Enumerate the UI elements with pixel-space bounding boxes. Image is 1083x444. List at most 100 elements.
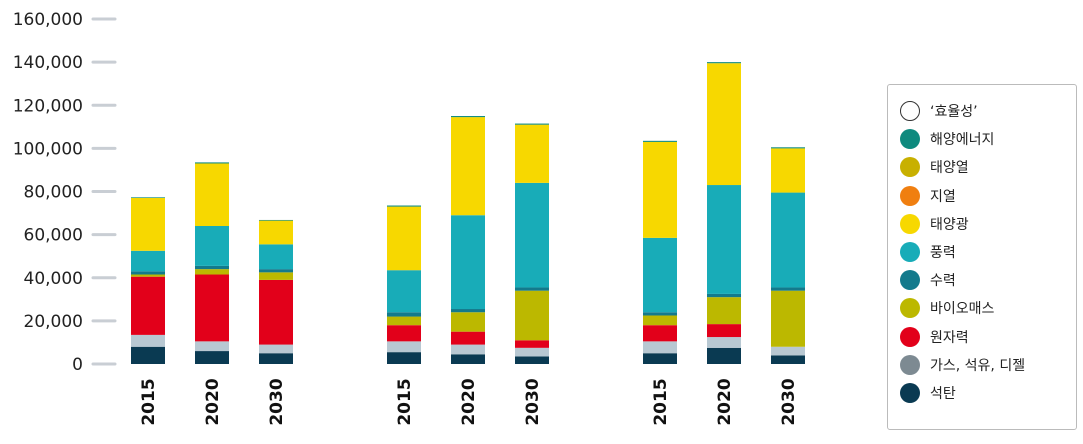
x-category-label: 2030	[779, 378, 799, 425]
legend-label: 풍력	[930, 245, 956, 262]
legend-item-wind: 풍력	[900, 238, 1076, 266]
bar-segment	[515, 287, 549, 291]
bar-segment	[131, 250, 165, 272]
bar-segment	[131, 276, 165, 335]
bar-segment	[515, 340, 549, 348]
bar-segment	[387, 341, 421, 353]
legend-swatch-hydro	[900, 270, 920, 291]
bar-segment	[195, 265, 229, 270]
bar-segment	[195, 163, 229, 226]
legend-swatch-biomass	[900, 298, 920, 319]
x-category-label: 2030	[523, 378, 543, 425]
legend-item-coal: 석탄	[900, 379, 1076, 407]
bar-segment	[195, 351, 229, 364]
legend-label: 바이오매스	[930, 301, 995, 318]
bar-segment	[707, 62, 741, 64]
bar-segment	[195, 269, 229, 275]
bar-segment	[643, 237, 677, 313]
bar-segment	[515, 356, 549, 364]
stacked-bar-chart: 0 20,000 40,000 60,000 80,000 100,000 120,000 1…	[13, 10, 805, 426]
bar-segment	[451, 312, 485, 332]
bar-segment	[515, 347, 549, 357]
legend-item-geothermal: 지열	[900, 182, 1076, 210]
legend-label: ‘효율성’	[930, 104, 978, 121]
legend-swatch-efficiency	[900, 101, 920, 122]
legend-swatch-solar-thermal	[900, 157, 920, 178]
bar-segment	[259, 220, 293, 245]
bar-segment	[451, 344, 485, 355]
bar-segment	[451, 331, 485, 345]
legend-item-nuclear: 원자력	[900, 323, 1076, 351]
bar-segment	[515, 182, 549, 288]
bar-segment	[515, 124, 549, 183]
legend-swatch-gas-oil-diesel	[900, 354, 920, 375]
legend-swatch-nuclear	[900, 326, 920, 347]
bar-segment	[195, 226, 229, 266]
bar-segment	[259, 344, 293, 354]
bar-segment	[643, 341, 677, 354]
legend-item-biomass: 바이오매스	[900, 294, 1076, 322]
bar-segment	[771, 192, 805, 288]
legend-label: 태양열	[930, 160, 969, 177]
bar-segment	[515, 123, 549, 125]
bar-segment	[259, 219, 293, 221]
legend-label: 지열	[930, 188, 956, 205]
y-tick-label: 140,000	[13, 53, 83, 73]
legend-label: 원자력	[930, 329, 969, 346]
y-tick-label: 40,000	[24, 269, 83, 289]
bar-segment	[195, 274, 229, 342]
bar-segment	[195, 162, 229, 164]
bar-segment	[387, 325, 421, 342]
bar-segment	[131, 197, 165, 251]
bar-segment	[643, 141, 677, 238]
y-tick-label: 100,000	[13, 139, 83, 159]
bar-segment	[451, 215, 485, 310]
y-tick-label: 120,000	[13, 96, 83, 116]
bar-segment	[643, 140, 677, 142]
bar-segment	[387, 316, 421, 326]
y-tick-label: 60,000	[24, 226, 83, 246]
x-category-label: 2015	[395, 378, 415, 425]
bar-segment	[259, 353, 293, 364]
bar-segment	[515, 290, 549, 341]
bar-segment	[771, 287, 805, 291]
legend-item-solar-thermal: 태양열	[900, 153, 1076, 181]
bar-segment	[259, 244, 293, 270]
bar-segment	[131, 197, 165, 198]
x-category-label: 2020	[715, 378, 735, 425]
legend-label: 태양광	[930, 216, 969, 233]
bar-segment	[387, 352, 421, 364]
x-category-label: 2015	[139, 378, 159, 425]
legend-item-gas-oil-diesel: 가스, 석유, 디젤	[900, 351, 1076, 379]
bar-segment	[707, 63, 741, 186]
x-category-label: 2015	[651, 378, 671, 425]
bar-segment	[707, 347, 741, 364]
bar-segment	[131, 334, 165, 347]
bar-segment	[707, 324, 741, 338]
bar-segment	[643, 325, 677, 342]
bar-segment	[387, 270, 421, 313]
bar-segment	[451, 309, 485, 313]
legend-label: 해양에너지	[930, 132, 995, 149]
bar-segment	[259, 269, 293, 273]
bar-segment	[771, 346, 805, 356]
bar-segment	[131, 346, 165, 364]
bar-segment	[643, 315, 677, 326]
bar-segment	[451, 117, 485, 216]
legend-item-hydro: 수력	[900, 266, 1076, 294]
bar-segment	[771, 147, 805, 149]
x-category-label: 2020	[459, 378, 479, 425]
legend-swatch-wind	[900, 242, 920, 263]
legend-swatch-ocean-energy	[900, 129, 920, 150]
bar-segment	[387, 205, 421, 207]
bar-segment	[195, 341, 229, 352]
bar-segment	[451, 116, 485, 118]
bar-segment	[707, 337, 741, 348]
legend-item-solar-pv: 태양광	[900, 210, 1076, 238]
legend-label: 수력	[930, 273, 956, 290]
bar-segment	[707, 293, 741, 298]
bar-segment	[771, 290, 805, 347]
legend-swatch-solar-pv	[900, 213, 920, 234]
bar-segment	[707, 185, 741, 294]
legend-label: 석탄	[930, 385, 956, 402]
